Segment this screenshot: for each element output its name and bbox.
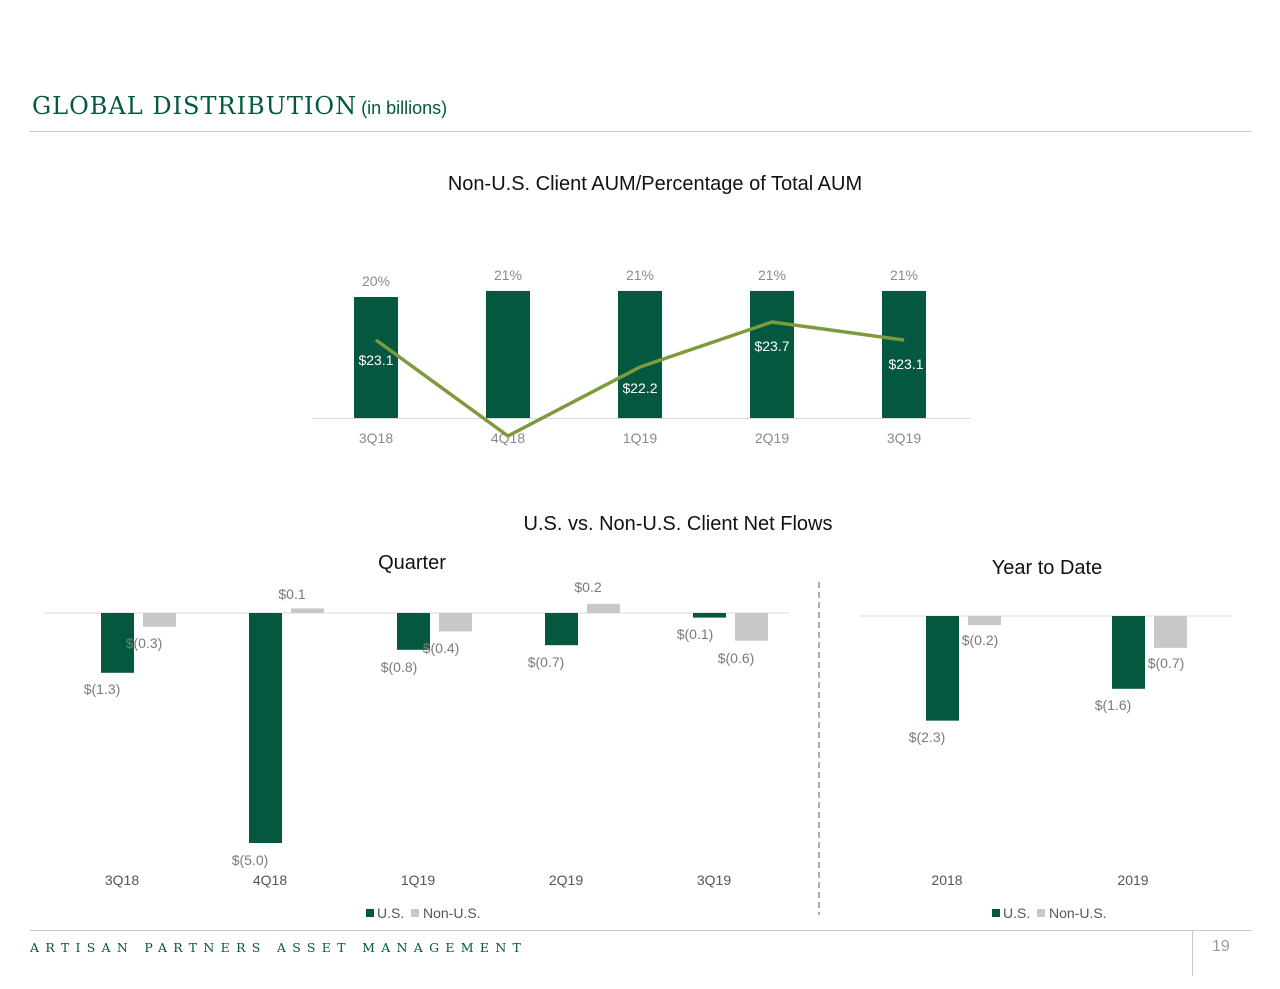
chart2-subtitle: Quarter — [378, 552, 446, 574]
chart1-pct-label: 21% — [626, 267, 654, 283]
chart2-non-us-value-label: $0.2 — [574, 579, 601, 595]
chart2-us-bar — [249, 613, 282, 843]
chart1-line-point — [375, 339, 377, 341]
page-title: GLOBAL DISTRIBUTION (in billions) — [32, 92, 447, 120]
footer-divider — [30, 930, 1252, 931]
chart3-us-bar — [1112, 616, 1145, 689]
chart2-us-value-label: $(1.3) — [84, 681, 121, 697]
chart2-us-value-label: $(5.0) — [232, 852, 269, 868]
chart1-x-tick-label: 3Q18 — [359, 430, 393, 446]
chart1-x-tick-label: 4Q18 — [491, 430, 525, 446]
chart3-x-tick-label: 2018 — [931, 872, 962, 888]
chart1-pct-label: 21% — [494, 267, 522, 283]
chart3-non-us-bar — [1154, 616, 1187, 648]
chart2-us-bar — [693, 613, 726, 618]
chart3-legend-us-label: U.S. — [1003, 905, 1030, 921]
chart1-pct-label: 20% — [362, 273, 390, 289]
chart2-non-us-bar — [291, 608, 324, 613]
chart1-line-point — [639, 366, 641, 368]
chart1-bar — [750, 290, 794, 418]
chart1-bar — [882, 290, 926, 418]
chart1-pct-label: 21% — [758, 267, 786, 283]
chart2-legend-non-us-label: Non-U.S. — [423, 905, 481, 921]
chart2-non-us-bar — [143, 613, 176, 627]
chart3-non-us-value-label: $(0.2) — [962, 632, 999, 648]
chart2-us-bar — [545, 613, 578, 646]
chart2-non-us-bar — [587, 603, 620, 613]
chart2-non-us-value-label: $(0.6) — [718, 650, 755, 666]
chart1-x-tick-label: 3Q19 — [887, 430, 921, 446]
chart1-line-value-label: $23.7 — [754, 338, 789, 354]
footer-vertical-divider — [1192, 931, 1193, 976]
chart2-x-tick-label: 4Q18 — [253, 872, 287, 888]
chart3-non-us-value-label: $(0.7) — [1148, 655, 1185, 671]
chart1-bar — [486, 290, 530, 418]
chart3-subtitle: Year to Date — [992, 557, 1102, 579]
chart2-us-bar — [101, 613, 134, 673]
chart2-x-tick-label: 2Q19 — [549, 872, 583, 888]
chart2-legend-us-label: U.S. — [377, 905, 404, 921]
chart1-bar — [354, 297, 398, 418]
chart3-us-value-label: $(2.3) — [909, 729, 946, 745]
chart3-legend-non-us-label: Non-U.S. — [1049, 905, 1107, 921]
chart1-line-value-label: $23.1 — [358, 352, 393, 368]
chart2-non-us-value-label: $0.1 — [278, 586, 305, 602]
chart2-non-us-bar — [439, 613, 472, 632]
page-title-main: GLOBAL DISTRIBUTION — [32, 92, 358, 120]
chart2-us-value-label: $(0.7) — [528, 654, 565, 670]
page-number: 19 — [1212, 938, 1230, 955]
chart2-non-us-value-label: $(0.3) — [126, 635, 163, 651]
chart1-line-value-label: $19.9 — [490, 448, 525, 464]
chart2-us-value-label: $(0.8) — [381, 659, 418, 675]
chart1-line-value-label: $23.1 — [888, 356, 923, 372]
chart1-title: Non-U.S. Client AUM/Percentage of Total … — [448, 173, 862, 195]
chart2-legend-non-us-swatch — [411, 909, 419, 917]
chart2-us-bar — [397, 613, 430, 650]
chart3-us-value-label: $(1.6) — [1095, 697, 1132, 713]
chart1-line-point — [507, 435, 509, 437]
chart2-x-tick-label: 3Q19 — [697, 872, 731, 888]
chart1-x-tick-label: 2Q19 — [755, 430, 789, 446]
chart1-bar — [618, 290, 662, 418]
chart2-x-tick-label: 3Q18 — [105, 872, 139, 888]
chart3-us-bar — [926, 616, 959, 721]
header-divider — [30, 131, 1252, 132]
chart3-legend-us-swatch — [992, 909, 1000, 917]
chart2-legend-us-swatch — [366, 909, 374, 917]
page-title-units: (in billions) — [361, 98, 448, 118]
chart3-legend-non-us-swatch — [1037, 909, 1045, 917]
chart1-pct-label: 21% — [890, 267, 918, 283]
chart1-x-tick-label: 1Q19 — [623, 430, 657, 446]
chart2-non-us-value-label: $(0.4) — [423, 640, 460, 656]
chart1-line-point — [903, 339, 905, 341]
chart2-us-value-label: $(0.1) — [677, 626, 714, 642]
footer-company-name: ARTISAN PARTNERS ASSET MANAGEMENT — [30, 940, 528, 955]
chart2-title: U.S. vs. Non-U.S. Client Net Flows — [524, 513, 833, 535]
chart3-x-tick-label: 2019 — [1117, 872, 1148, 888]
chart2-non-us-bar — [735, 613, 768, 641]
chart2-x-tick-label: 1Q19 — [401, 872, 435, 888]
chart3-non-us-bar — [968, 616, 1001, 626]
chart1-line-value-label: $22.2 — [622, 380, 657, 396]
chart1-line-point — [771, 321, 773, 323]
